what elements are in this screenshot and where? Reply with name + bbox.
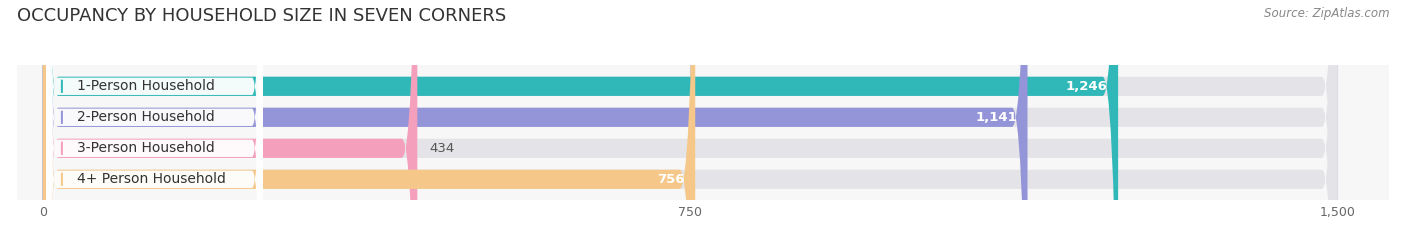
Text: 1,246: 1,246	[1066, 80, 1108, 93]
FancyBboxPatch shape	[42, 0, 1337, 233]
FancyBboxPatch shape	[42, 0, 1337, 233]
Text: 1-Person Household: 1-Person Household	[77, 79, 215, 93]
Text: OCCUPANCY BY HOUSEHOLD SIZE IN SEVEN CORNERS: OCCUPANCY BY HOUSEHOLD SIZE IN SEVEN COR…	[17, 7, 506, 25]
Text: 1,141: 1,141	[976, 111, 1017, 124]
FancyBboxPatch shape	[42, 0, 418, 233]
FancyBboxPatch shape	[46, 0, 263, 233]
Text: 2-Person Household: 2-Person Household	[77, 110, 215, 124]
Text: 4+ Person Household: 4+ Person Household	[77, 172, 226, 186]
Text: 434: 434	[429, 142, 454, 155]
FancyBboxPatch shape	[42, 0, 1337, 233]
FancyBboxPatch shape	[46, 0, 263, 233]
Text: Source: ZipAtlas.com: Source: ZipAtlas.com	[1264, 7, 1389, 20]
FancyBboxPatch shape	[42, 0, 695, 233]
Text: 756: 756	[658, 173, 685, 186]
Text: 3-Person Household: 3-Person Household	[77, 141, 215, 155]
FancyBboxPatch shape	[42, 0, 1337, 233]
FancyBboxPatch shape	[46, 0, 263, 233]
FancyBboxPatch shape	[42, 0, 1028, 233]
FancyBboxPatch shape	[46, 0, 263, 233]
FancyBboxPatch shape	[42, 0, 1118, 233]
